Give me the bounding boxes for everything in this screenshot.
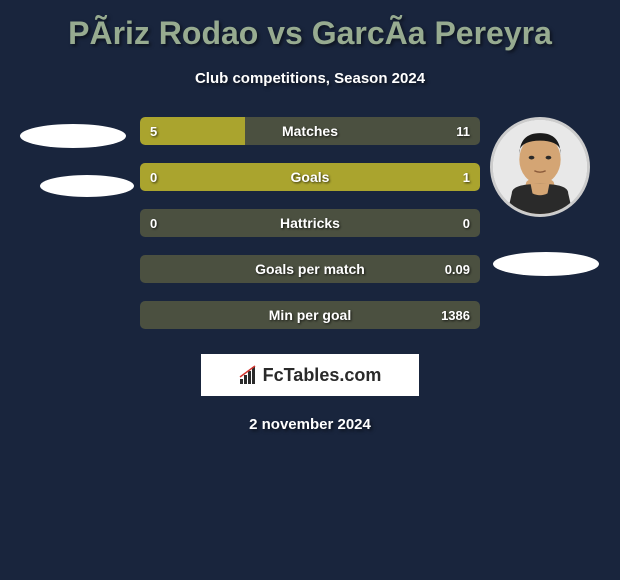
stat-row-goals: 0 Goals 1: [140, 163, 480, 191]
stat-label: Goals per match: [140, 261, 480, 277]
stat-value-right: 0: [463, 216, 470, 231]
player-right-column: [485, 117, 595, 217]
stat-label: Goals: [140, 169, 480, 185]
stat-row-mpg: Min per goal 1386: [140, 301, 480, 329]
stat-row-hattricks: 0 Hattricks 0: [140, 209, 480, 237]
stat-value-right: 0.09: [445, 262, 470, 277]
stat-label: Hattricks: [140, 215, 480, 231]
footer-logo: FcTables.com: [201, 354, 419, 396]
stat-label: Min per goal: [140, 307, 480, 323]
footer-date: 2 november 2024: [0, 416, 620, 433]
page-title: PÃriz Rodao vs GarcÃ­a Pereyra: [0, 0, 620, 52]
comparison-wrapper: 5 Matches 11 0 Goals 1 0 Hattricks 0 Goa…: [0, 117, 620, 329]
stat-value-right: 1386: [441, 308, 470, 323]
stat-label: Matches: [140, 123, 480, 139]
stat-row-gpm: Goals per match 0.09: [140, 255, 480, 283]
avatar-face-icon: [493, 120, 587, 214]
stat-value-right: 1: [463, 170, 470, 185]
footer-logo-text: FcTables.com: [263, 365, 382, 386]
stat-row-matches: 5 Matches 11: [140, 117, 480, 145]
page-subtitle: Club competitions, Season 2024: [0, 70, 620, 87]
stat-value-right: 11: [456, 124, 470, 139]
chart-bars-icon: [239, 365, 259, 385]
placeholder-ellipse-icon: [40, 175, 134, 197]
placeholder-ellipse-icon: [493, 252, 599, 276]
player-right-avatar: [490, 117, 590, 217]
stats-column: 5 Matches 11 0 Goals 1 0 Hattricks 0 Goa…: [135, 117, 485, 329]
placeholder-ellipse-icon: [20, 124, 126, 148]
